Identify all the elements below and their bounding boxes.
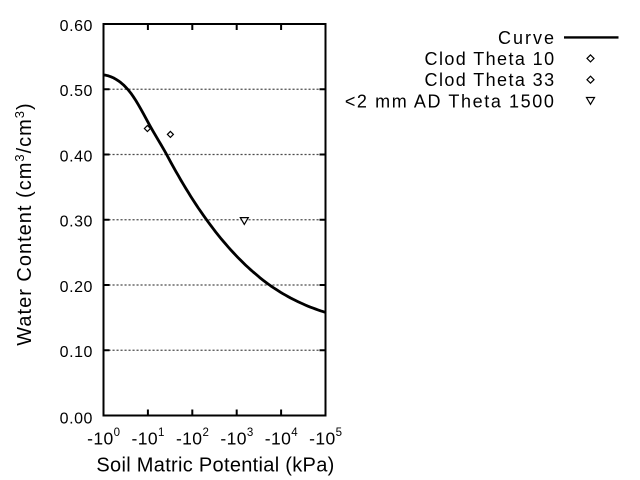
svg-text:-102: -102 <box>176 427 209 449</box>
svg-text:-100: -100 <box>87 427 120 449</box>
svg-text:Curve: Curve <box>498 28 556 48</box>
svg-text:0.30: 0.30 <box>60 214 93 231</box>
svg-text:0.00: 0.00 <box>60 411 93 428</box>
svg-text:0.50: 0.50 <box>60 83 93 100</box>
svg-text:Clod Theta 10: Clod Theta 10 <box>425 49 556 69</box>
svg-text:<2 mm AD Theta 1500: <2 mm AD Theta 1500 <box>345 91 556 111</box>
svg-text:-104: -104 <box>265 427 299 449</box>
svg-text:0.40: 0.40 <box>60 148 93 165</box>
svg-text:-103: -103 <box>220 427 253 449</box>
svg-text:0.20: 0.20 <box>60 279 93 296</box>
svg-text:Water Content (cm3/cm3): Water Content (cm3/cm3) <box>12 102 36 345</box>
svg-text:Clod Theta 33: Clod Theta 33 <box>425 70 556 90</box>
svg-text:-101: -101 <box>132 427 165 449</box>
svg-text:0.60: 0.60 <box>60 18 93 35</box>
svg-text:Soil Matric Potential (kPa): Soil Matric Potential (kPa) <box>96 455 334 477</box>
svg-text:-105: -105 <box>309 427 342 449</box>
svg-text:0.10: 0.10 <box>60 344 93 361</box>
